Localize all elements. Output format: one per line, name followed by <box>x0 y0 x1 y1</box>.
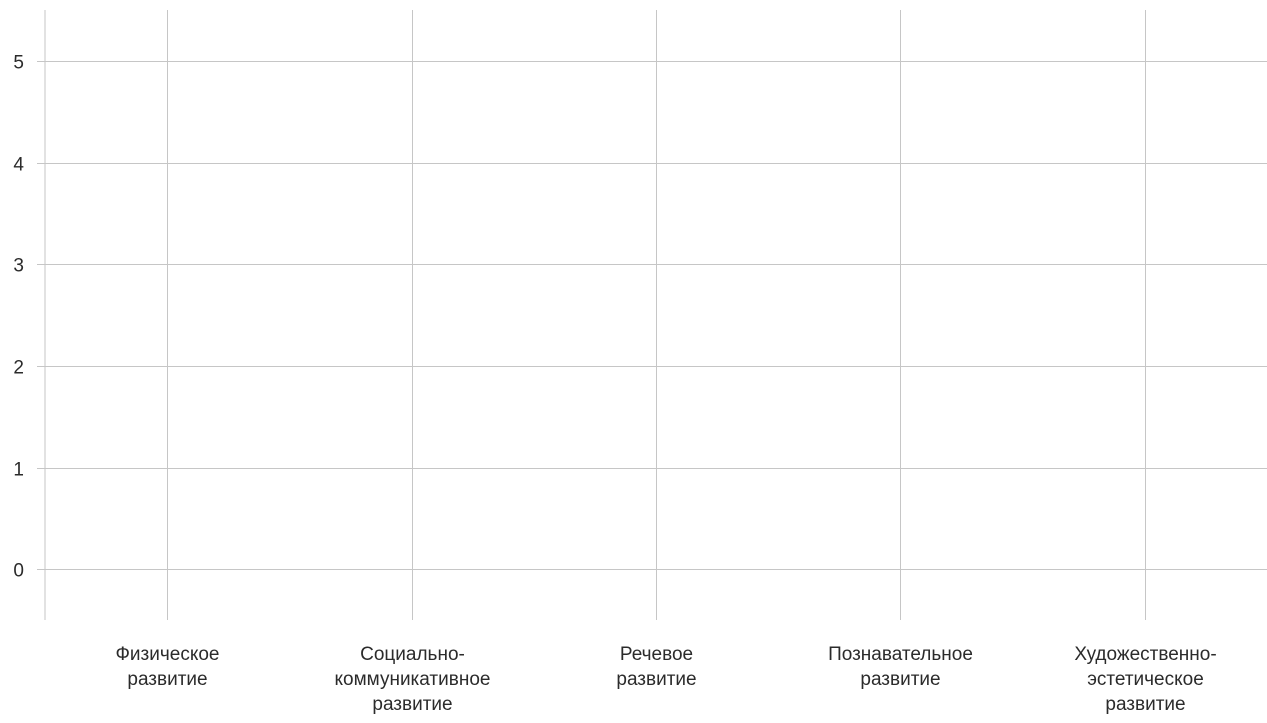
x-category-label: Познавательное развитие <box>828 644 973 690</box>
x-category-label: Физическое развитие <box>115 644 219 690</box>
y-axis-ticks: 0 1 2 3 4 5 <box>13 53 24 582</box>
x-category-label: Социально-коммуникативное развитие <box>335 644 491 715</box>
y-tick-label: 0 <box>13 561 24 582</box>
x-category-label: Художественно-эстетическое развитие <box>1074 644 1216 715</box>
y-tick-label: 4 <box>13 155 24 176</box>
y-tick-label: 1 <box>13 460 24 481</box>
x-category-label-line: развитие <box>616 669 696 690</box>
x-category-label-line: развитие <box>1105 694 1185 715</box>
x-category-label-line: Социально- <box>360 644 465 665</box>
x-axis-labels: ФизическоеразвитиеСоциально-коммуникатив… <box>115 644 1216 715</box>
x-category-label-line: Художественно- <box>1074 644 1216 665</box>
x-category-label-line: Познавательное <box>828 644 973 665</box>
x-category-label-line: эстетическое <box>1087 669 1204 690</box>
grid-layer <box>37 10 1267 620</box>
x-category-label-line: Физическое <box>115 644 219 665</box>
x-category-label-line: коммуникативное <box>335 669 491 690</box>
x-category-label-line: развитие <box>860 669 940 690</box>
x-category-label-line: развитие <box>372 694 452 715</box>
x-category-label: Речевое развитие <box>616 644 696 690</box>
y-tick-label: 3 <box>13 256 24 277</box>
x-category-label-line: развитие <box>127 669 207 690</box>
y-tick-label: 2 <box>13 358 24 379</box>
x-category-label-line: Речевое <box>620 644 693 665</box>
y-tick-label: 5 <box>13 53 24 74</box>
